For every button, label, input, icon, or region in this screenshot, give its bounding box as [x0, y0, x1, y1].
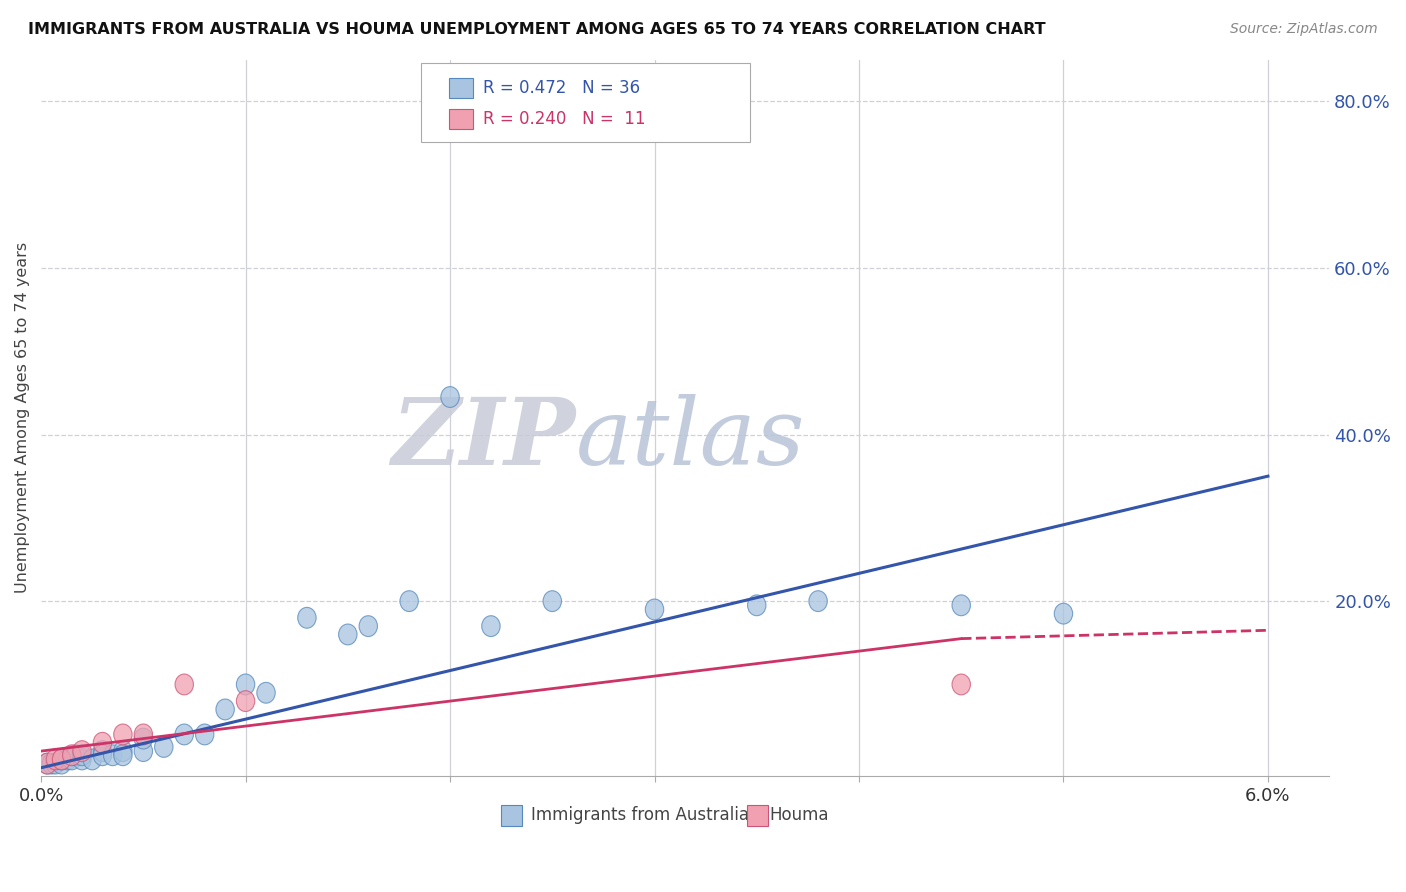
- Ellipse shape: [134, 724, 152, 745]
- Ellipse shape: [257, 682, 276, 703]
- Ellipse shape: [808, 591, 827, 612]
- Ellipse shape: [93, 745, 111, 765]
- Ellipse shape: [66, 745, 86, 765]
- Ellipse shape: [42, 753, 60, 774]
- Bar: [501, 805, 522, 825]
- Text: Houma: Houma: [769, 806, 828, 824]
- Ellipse shape: [83, 749, 101, 770]
- Ellipse shape: [298, 607, 316, 628]
- Text: Source: ZipAtlas.com: Source: ZipAtlas.com: [1230, 22, 1378, 37]
- Ellipse shape: [543, 591, 561, 612]
- Ellipse shape: [339, 624, 357, 645]
- Ellipse shape: [174, 674, 194, 695]
- Ellipse shape: [217, 699, 235, 720]
- Text: ZIP: ZIP: [391, 394, 575, 484]
- Ellipse shape: [73, 740, 91, 762]
- Ellipse shape: [73, 749, 91, 770]
- Ellipse shape: [63, 749, 82, 770]
- Ellipse shape: [399, 591, 419, 612]
- Ellipse shape: [46, 753, 65, 774]
- Ellipse shape: [73, 745, 91, 765]
- Ellipse shape: [63, 745, 82, 765]
- Ellipse shape: [236, 674, 254, 695]
- Text: R = 0.240   N =  11: R = 0.240 N = 11: [482, 110, 645, 128]
- Ellipse shape: [1054, 603, 1073, 624]
- Ellipse shape: [38, 753, 56, 774]
- Ellipse shape: [114, 740, 132, 762]
- Ellipse shape: [52, 753, 70, 774]
- Ellipse shape: [93, 740, 111, 762]
- Ellipse shape: [46, 749, 65, 770]
- Ellipse shape: [359, 615, 377, 637]
- Ellipse shape: [114, 724, 132, 745]
- Ellipse shape: [482, 615, 501, 637]
- Bar: [747, 805, 768, 825]
- Text: R = 0.472   N = 36: R = 0.472 N = 36: [482, 79, 640, 97]
- Y-axis label: Unemployment Among Ages 65 to 74 years: Unemployment Among Ages 65 to 74 years: [15, 243, 30, 593]
- Text: atlas: atlas: [575, 394, 806, 484]
- Ellipse shape: [952, 595, 970, 615]
- Ellipse shape: [52, 749, 70, 770]
- Ellipse shape: [748, 595, 766, 615]
- Bar: [450, 78, 472, 98]
- Ellipse shape: [38, 753, 56, 774]
- Ellipse shape: [104, 745, 122, 765]
- Ellipse shape: [236, 690, 254, 712]
- Ellipse shape: [114, 745, 132, 765]
- Ellipse shape: [155, 737, 173, 757]
- Ellipse shape: [93, 732, 111, 753]
- Ellipse shape: [52, 749, 70, 770]
- Ellipse shape: [59, 749, 77, 770]
- Text: IMMIGRANTS FROM AUSTRALIA VS HOUMA UNEMPLOYMENT AMONG AGES 65 TO 74 YEARS CORREL: IMMIGRANTS FROM AUSTRALIA VS HOUMA UNEMP…: [28, 22, 1046, 37]
- Ellipse shape: [952, 674, 970, 695]
- Ellipse shape: [645, 599, 664, 620]
- Ellipse shape: [441, 386, 460, 408]
- Bar: [450, 109, 472, 128]
- FancyBboxPatch shape: [422, 63, 749, 142]
- Text: Immigrants from Australia: Immigrants from Australia: [530, 806, 748, 824]
- Ellipse shape: [134, 728, 152, 749]
- Ellipse shape: [174, 724, 194, 745]
- Ellipse shape: [195, 724, 214, 745]
- Ellipse shape: [134, 740, 152, 762]
